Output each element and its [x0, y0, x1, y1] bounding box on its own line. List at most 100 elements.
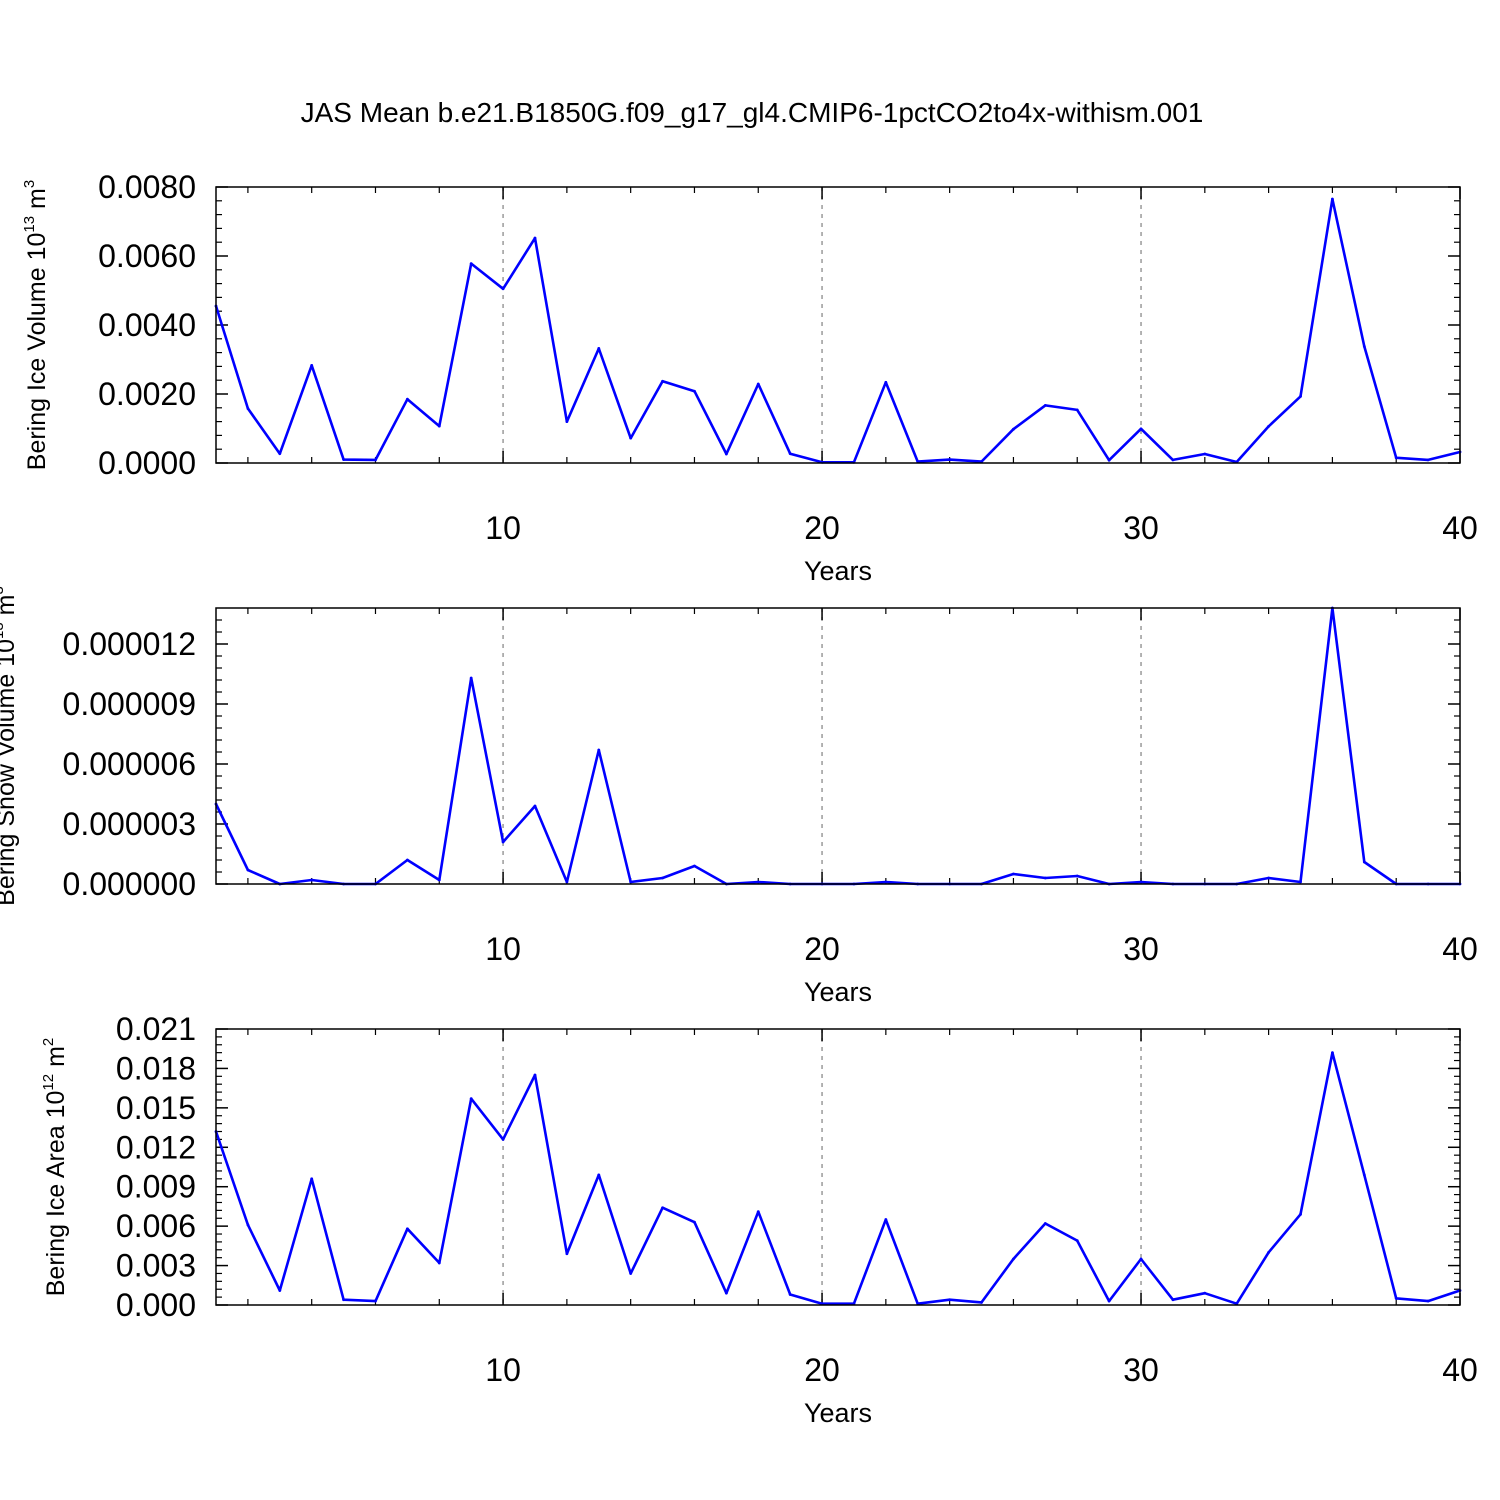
data-point: [437, 1261, 441, 1265]
data-point: [1139, 1257, 1143, 1261]
data-point: [1012, 427, 1015, 431]
data-point: [1267, 1251, 1271, 1254]
data-point: [1012, 872, 1015, 876]
data-point: [533, 236, 537, 240]
x-tick-label: 30: [1123, 510, 1159, 546]
x-tick-label: 30: [1123, 931, 1159, 967]
y-tick-label: 0.009: [116, 1169, 196, 1205]
x-tick-label: 40: [1442, 1352, 1478, 1388]
data-point: [310, 1177, 314, 1181]
x-axis-label: Years: [804, 556, 872, 586]
data-point: [310, 878, 314, 882]
data-point: [693, 864, 696, 868]
data-point: [565, 880, 569, 884]
data-point: [501, 287, 505, 291]
data-point: [1267, 425, 1271, 428]
data-point: [1203, 1291, 1207, 1295]
series-line: [214, 1051, 1461, 1305]
y-tick-label: 0.018: [116, 1050, 196, 1086]
y-axis-label-exp: 12: [40, 1074, 57, 1091]
data-point: [1299, 1212, 1302, 1216]
data-point: [693, 389, 696, 393]
y-axis-label-exp: 13: [21, 216, 38, 233]
panel-snow-volume: 10 20 30 40 0.000000 0.000003 0.000006 0.000009…: [0, 586, 1478, 1007]
data-point: [724, 452, 728, 456]
y-tick-label: 0.000: [116, 1287, 196, 1323]
figure-title: JAS Mean b.e21.B1850G.f09_g17_gl4.CMIP6-…: [301, 97, 1204, 128]
data-point: [1362, 344, 1366, 348]
data-point: [374, 1299, 377, 1303]
y-axis-label-exp: 13: [0, 622, 7, 639]
x-tick-label: 10: [485, 1352, 521, 1388]
data-point: [1012, 1257, 1015, 1261]
y-axis-label-unit: m: [23, 188, 51, 216]
y-axis-label-unit-exp: 3: [0, 586, 7, 594]
data-point: [1107, 1299, 1111, 1303]
y-tick-label: 0.012: [116, 1129, 196, 1165]
data-point: [405, 858, 409, 862]
data-point: [629, 1272, 633, 1275]
data-point: [1426, 1299, 1430, 1303]
data-point: [533, 1073, 537, 1077]
data-point: [1171, 1298, 1175, 1302]
y-tick-label: 0.006: [116, 1208, 196, 1244]
data-point: [1171, 458, 1175, 462]
y-tick-label: 0.0040: [98, 307, 196, 343]
data-point: [1299, 880, 1302, 884]
data-point: [1299, 395, 1302, 398]
data-point: [1426, 458, 1430, 462]
y-tick-label: 0.000003: [63, 806, 196, 842]
data-point: [1331, 1051, 1334, 1055]
data-point: [629, 880, 633, 884]
data-point: [788, 1293, 792, 1296]
data-point: [501, 840, 505, 844]
x-tick-label: 40: [1442, 931, 1478, 967]
x-tick-label: 20: [804, 1352, 840, 1388]
panel-ice-volume: 10 20 30 40 0.0000 0.0020 0.0040 0.0060 0.0080 Ye…: [21, 169, 1478, 586]
data-point: [342, 1298, 345, 1302]
y-tick-label: 0.021: [116, 1011, 196, 1047]
data-point: [469, 676, 473, 680]
data-point: [246, 868, 250, 872]
data-point: [1043, 1222, 1047, 1225]
y-tick-label: 0.000012: [63, 626, 196, 662]
y-axis-label-text: Bering Ice Area 10: [42, 1091, 70, 1297]
data-point: [246, 1223, 250, 1227]
plot-frame: [215, 1028, 1461, 1306]
data-point: [469, 1097, 473, 1101]
data-point: [1331, 197, 1334, 201]
y-axis-label: Bering Snow Volume 1013 m3: [0, 586, 20, 906]
data-point: [661, 876, 664, 880]
y-axis-label-unit-exp: 2: [40, 1038, 57, 1046]
data-point: [310, 363, 314, 367]
data-point: [437, 878, 441, 882]
y-axis-label-text: Bering Snow Volume 10: [0, 639, 20, 906]
y-axis-label: Bering Ice Area 1012 m2: [40, 1038, 70, 1297]
data-point: [1362, 860, 1366, 864]
data-point: [788, 452, 792, 456]
data-point: [1107, 458, 1111, 462]
data-point: [1075, 1239, 1079, 1242]
data-point: [405, 1227, 409, 1231]
data-point: [724, 1291, 728, 1295]
data-point: [437, 424, 441, 428]
data-point: [1362, 1173, 1366, 1177]
data-point: [1075, 408, 1079, 412]
data-point: [756, 880, 760, 884]
y-tick-label: 0.015: [116, 1090, 196, 1126]
data-point: [1394, 1297, 1398, 1300]
data-point: [948, 1298, 952, 1302]
y-tick-label: 0.0080: [98, 169, 196, 205]
y-axis-label: Bering Ice Volume 1013 m3: [21, 180, 51, 470]
data-point: [1043, 403, 1047, 407]
y-tick-label: 0.000000: [63, 866, 196, 902]
data-point: [980, 1300, 983, 1304]
data-point: [278, 1289, 282, 1292]
y-tick-label: 0.000006: [63, 746, 196, 782]
y-tick-label: 0.000009: [63, 686, 196, 722]
data-point: [1075, 874, 1079, 878]
x-tick-label: 30: [1123, 1352, 1159, 1388]
data-point: [342, 458, 345, 461]
